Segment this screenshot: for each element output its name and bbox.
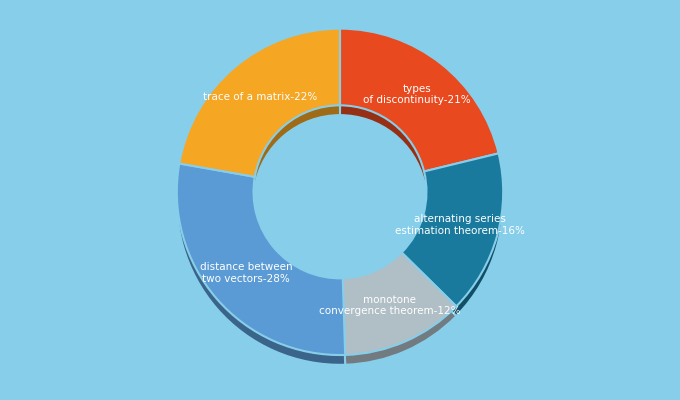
Wedge shape — [402, 153, 503, 306]
Wedge shape — [180, 38, 340, 187]
Text: monotone
convergence theorem-12%: monotone convergence theorem-12% — [319, 295, 460, 316]
Wedge shape — [402, 163, 503, 316]
Wedge shape — [343, 262, 456, 365]
Wedge shape — [343, 252, 456, 355]
Text: distance between
two vectors-28%: distance between two vectors-28% — [200, 262, 292, 284]
Wedge shape — [180, 29, 340, 177]
Text: types
of discontinuity-21%: types of discontinuity-21% — [363, 84, 471, 105]
Text: trace of a matrix-22%: trace of a matrix-22% — [203, 92, 318, 102]
Wedge shape — [177, 173, 345, 365]
Wedge shape — [340, 38, 498, 181]
Text: alternating series
estimation theorem-16%: alternating series estimation theorem-16… — [394, 214, 524, 236]
Wedge shape — [177, 164, 345, 355]
Wedge shape — [340, 29, 498, 172]
